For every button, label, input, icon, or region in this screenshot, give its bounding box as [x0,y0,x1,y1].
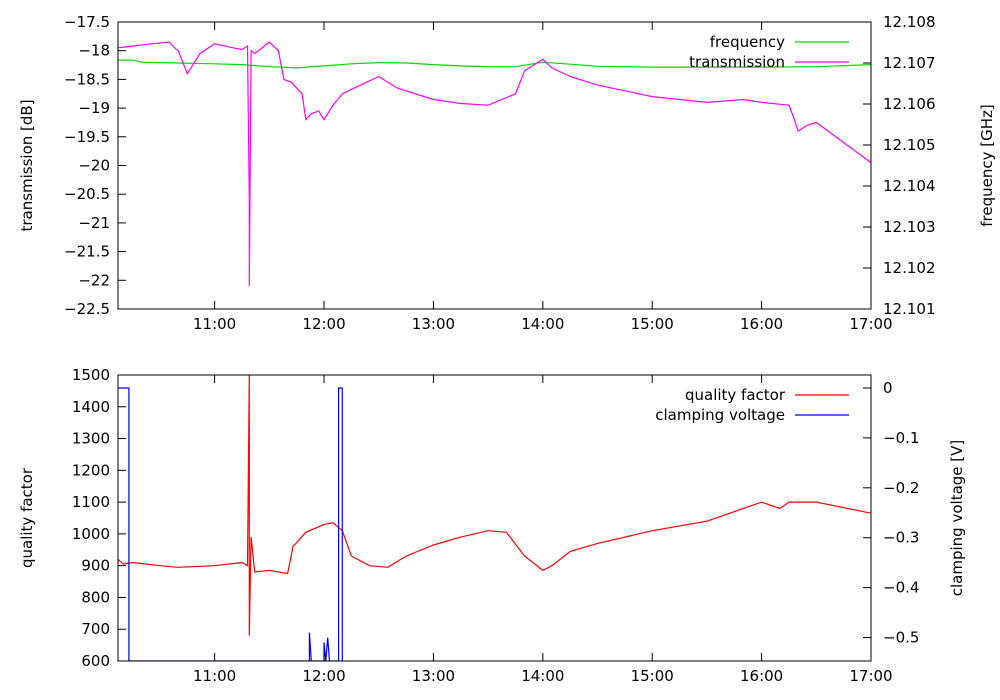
x-tick-label: 16:00 [740,667,783,685]
y-right-axis-label: clamping voltage [V] [948,440,966,596]
top-chart-panel: 11:00 12:00 13:00 14:00 15:00 16:00 17:00 −17.5… [18,13,996,333]
series-line-quality-factor [118,375,871,636]
y-left-tick-label: −22.5 [64,300,110,318]
y-left-tick-label: 1500 [72,366,110,384]
y-left-tick-label: 1000 [72,525,110,543]
y-left-tick-label: −21.5 [64,243,110,261]
x-tick-label: 14:00 [521,667,564,685]
y-right-tick-label: −0.4 [883,579,919,597]
y-left-tick-label: −20 [78,157,110,175]
y-right-tick-label: 12.108 [883,13,936,31]
y-right-tick-label: 12.106 [883,95,936,113]
x-tick-label: 11:00 [193,315,236,333]
x-tick-label: 15:00 [631,315,674,333]
x-tick-label: 16:00 [740,315,783,333]
bottom-chart-panel: 11:00 12:00 13:00 14:00 15:00 16:00 17:00 1500 1… [18,366,966,685]
x-tick-label: 17:00 [849,667,892,685]
y-left-tick-label: 1300 [72,430,110,448]
y-left-tick-label: −18 [78,42,110,60]
y-left-axis-label: quality factor [18,467,36,568]
legend-label: clamping voltage [655,406,785,424]
y-left-tick-label: 1200 [72,461,110,479]
y-right-tick-label: 12.101 [883,300,936,318]
y-right-tick-label: 12.103 [883,218,936,236]
legend-label: frequency [710,33,785,51]
x-tick-label: 12:00 [302,667,345,685]
y-left-tick-label: −21 [78,214,110,232]
y-left-tick-label: −22 [78,271,110,289]
y-right-tick-label: 12.102 [883,259,936,277]
y-left-tick-label: −19 [78,99,110,117]
legend-label: transmission [689,53,785,71]
y-left-tick-label: −20.5 [64,185,110,203]
y-left-tick-label: −17.5 [64,13,110,31]
x-tick-label: 17:00 [849,315,892,333]
y-right-tick-label: 0 [883,379,893,397]
x-tick-label: 15:00 [631,667,674,685]
y-left-tick-label: −19.5 [64,128,110,146]
y-right-tick-label: −0.5 [883,629,919,647]
y-left-tick-label: −18.5 [64,70,110,88]
y-right-tick-label: 12.107 [883,54,936,72]
series-line-clamping-voltage [118,387,343,661]
y-left-tick-label: 1100 [72,493,110,511]
y-right-tick-label: −0.3 [883,529,919,547]
y-left-tick-label: 700 [81,620,110,638]
x-tick-label: 14:00 [521,315,564,333]
y-right-tick-label: 12.104 [883,177,936,195]
plot-frame [117,374,872,662]
y-right-tick-label: 12.105 [883,136,936,154]
x-tick-label: 11:00 [193,667,236,685]
legend-label: quality factor [685,386,786,404]
y-right-axis-label: frequency [GHz] [978,104,996,226]
x-tick-label: 12:00 [302,315,345,333]
y-left-tick-label: 900 [81,557,110,575]
y-left-tick-label: 1400 [72,398,110,416]
y-right-tick-label: −0.1 [883,429,919,447]
y-right-tick-label: −0.2 [883,479,919,497]
y-left-tick-label: 600 [81,652,110,670]
series-line-transmission [118,41,871,287]
y-left-tick-label: 800 [81,588,110,606]
series-line-frequency [118,59,871,69]
x-tick-label: 13:00 [412,315,455,333]
y-left-axis-label: transmission [dB] [18,99,36,231]
x-tick-label: 13:00 [412,667,455,685]
